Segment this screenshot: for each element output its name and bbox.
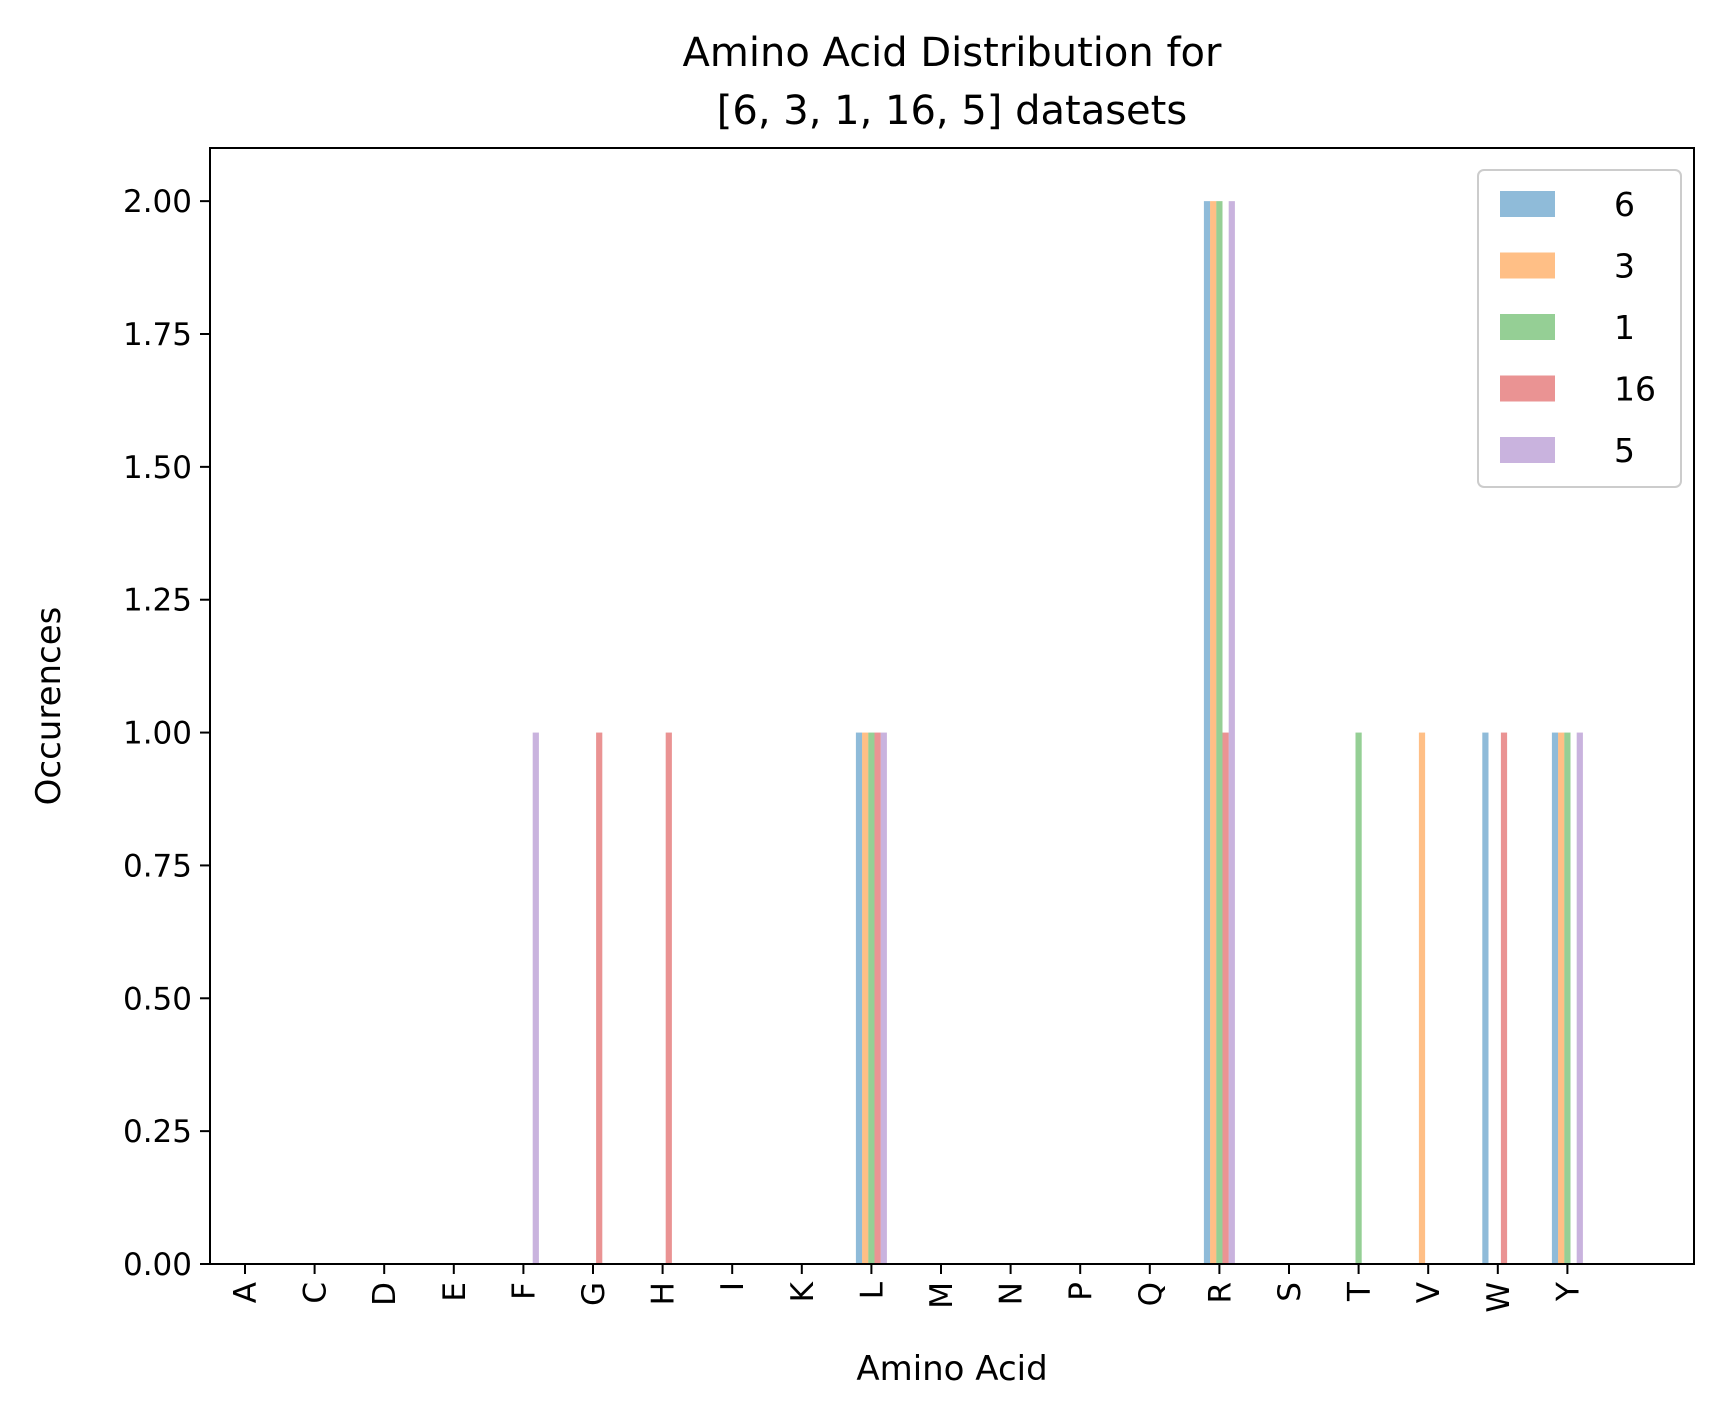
chart-title-line-2: [6, 3, 1, 16, 5] datasets [717, 88, 1187, 134]
bar-F-series-5 [532, 732, 539, 1264]
legend-label-16: 16 [1614, 370, 1656, 409]
y-axis-label: Occurences [29, 607, 69, 806]
bar-W-series-16 [1500, 732, 1508, 1264]
bar-Y-series-3 [1558, 732, 1565, 1264]
bar-R-series-6 [1203, 201, 1211, 1265]
x-tick-label-A: A [228, 1282, 264, 1303]
legend: 6 3 1 16 5 [1477, 169, 1682, 488]
bar-L-series-5 [880, 732, 887, 1264]
bar-G-series-16 [596, 732, 603, 1264]
legend-swatch-6 [1500, 191, 1555, 217]
x-tick-label-Y: Y [1550, 1282, 1586, 1302]
legend-swatch-1 [1500, 314, 1555, 340]
legend-swatch-3 [1500, 252, 1555, 279]
x-tick-label-N: N [994, 1282, 1030, 1305]
x-axis-label: Amino Acid [856, 1349, 1047, 1389]
bar-R-series-16 [1222, 732, 1229, 1264]
bar-L-series-6 [855, 732, 863, 1264]
x-tick-label-R: R [1202, 1282, 1238, 1304]
bar-W-series-6 [1482, 732, 1489, 1264]
x-tick-label-V: V [1411, 1282, 1447, 1303]
x-tick-label-S: S [1272, 1282, 1308, 1302]
chart-title-line-1: Amino Acid Distribution for [683, 30, 1222, 76]
y-tick-label: 1.75 [123, 317, 192, 353]
y-axis-ticks: 0.00 0.25 0.50 0.75 1.00 1.25 1.50 1.75 2.00 [123, 184, 210, 1283]
bar-L-series-3 [862, 732, 869, 1264]
x-tick-label-C: C [298, 1282, 334, 1304]
bar-L-series-1 [868, 732, 875, 1264]
x-tick-label-E: E [437, 1282, 473, 1302]
x-tick-label-Q: Q [1133, 1282, 1169, 1306]
legend-label-6: 6 [1614, 185, 1635, 224]
x-tick-label-L: L [854, 1281, 890, 1299]
y-tick-label: 0.75 [123, 848, 192, 884]
plot-frame [209, 147, 1695, 1265]
bar-Y-series-1 [1564, 732, 1571, 1264]
y-tick-label: 1.50 [123, 450, 192, 486]
bar-L-series-16 [874, 732, 881, 1264]
bar-R-series-1 [1216, 201, 1223, 1265]
x-tick-label-P: P [1063, 1282, 1099, 1301]
legend-label-1: 1 [1614, 308, 1635, 347]
y-tick-label: 0.50 [123, 981, 192, 1017]
y-tick-label: 1.25 [123, 583, 192, 619]
y-tick-label: 1.00 [123, 716, 192, 752]
bar-Y-series-5 [1576, 732, 1583, 1264]
x-tick-label-I: I [715, 1282, 751, 1291]
bars-group [532, 201, 1583, 1265]
x-tick-label-M: M [924, 1282, 960, 1309]
bar-R-series-3 [1210, 201, 1217, 1265]
bar-Y-series-6 [1551, 732, 1559, 1264]
legend-swatch-5 [1500, 437, 1555, 463]
x-tick-label-T: T [1342, 1281, 1378, 1302]
legend-label-3: 3 [1614, 247, 1635, 286]
bar-V-series-3 [1418, 732, 1426, 1264]
x-tick-label-G: G [576, 1282, 612, 1306]
bar-R-series-5 [1228, 201, 1235, 1265]
y-tick-label: 0.00 [123, 1247, 192, 1283]
x-tick-label-H: H [646, 1282, 682, 1305]
x-tick-label-W: W [1481, 1282, 1517, 1313]
bar-H-series-16 [665, 732, 672, 1264]
x-tick-label-K: K [785, 1281, 821, 1302]
bar-T-series-1 [1355, 732, 1362, 1264]
y-tick-label: 0.25 [123, 1114, 192, 1150]
x-tick-label-F: F [506, 1282, 542, 1300]
legend-swatch-16 [1500, 375, 1555, 402]
legend-label-5: 5 [1614, 431, 1635, 470]
y-tick-label: 2.00 [123, 184, 192, 220]
legend-frame [1477, 169, 1682, 488]
x-tick-label-D: D [367, 1282, 403, 1306]
